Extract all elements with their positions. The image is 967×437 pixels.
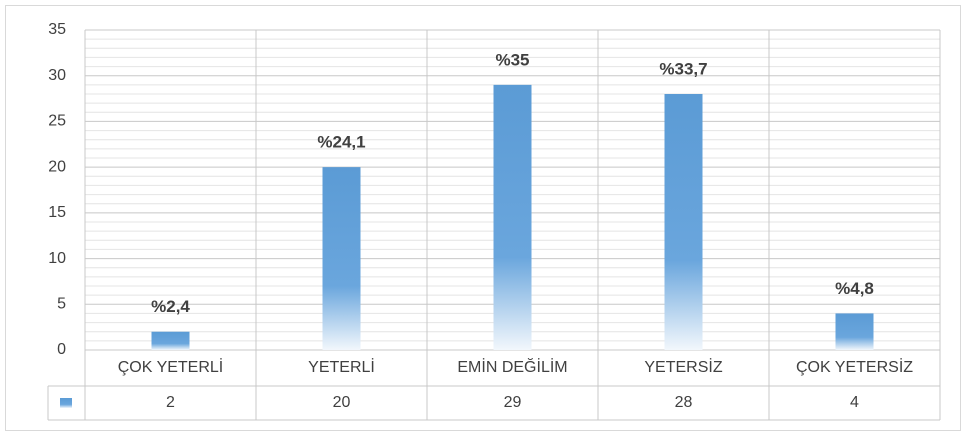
y-tick-label: 35 — [48, 21, 66, 38]
table-value: 4 — [850, 394, 859, 411]
table-value: 2 — [166, 394, 175, 411]
bar — [493, 84, 532, 350]
y-tick-label: 25 — [48, 113, 66, 130]
x-tick-label: EMİN DEĞİLİM — [457, 357, 567, 376]
data-label: %33,7 — [659, 59, 707, 78]
y-tick-label: 15 — [48, 204, 66, 221]
y-tick-label: 5 — [57, 296, 66, 313]
x-tick-label: YETERLİ — [308, 357, 375, 376]
y-tick-label: 10 — [48, 250, 66, 267]
legend-key — [60, 398, 72, 408]
data-label: %35 — [495, 50, 529, 69]
table-value: 29 — [504, 394, 522, 411]
bar — [664, 94, 703, 350]
y-tick-label: 30 — [48, 67, 66, 84]
y-tick-label: 0 — [57, 341, 66, 358]
bar — [322, 167, 361, 350]
x-tick-label: ÇOK YETERSİZ — [796, 357, 913, 376]
x-tick-label: ÇOK YETERLİ — [118, 357, 224, 376]
data-label: %24,1 — [317, 133, 365, 152]
data-label: %2,4 — [151, 297, 190, 316]
table-value: 20 — [333, 394, 351, 411]
x-tick-label: YETERSİZ — [644, 357, 722, 376]
bar — [835, 313, 874, 350]
table-value: 28 — [675, 394, 693, 411]
y-tick-label: 20 — [48, 158, 66, 175]
chart-frame — [5, 5, 961, 431]
data-label: %4,8 — [835, 279, 874, 298]
bar — [151, 331, 190, 350]
